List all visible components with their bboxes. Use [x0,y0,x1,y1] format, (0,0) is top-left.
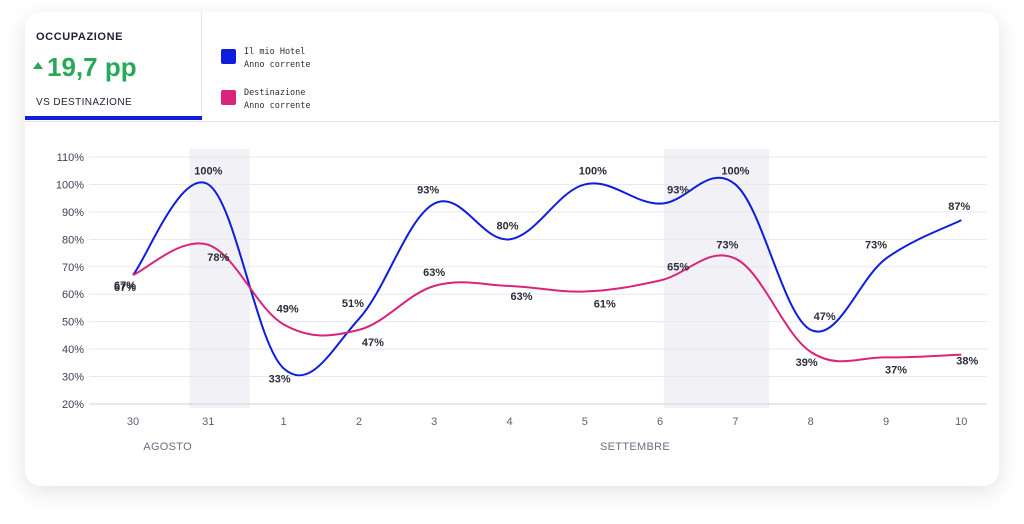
legend-label-destination: Destinazione Anno corrente [244,87,384,113]
month-label: SETTEMBRE [600,441,670,453]
legend-line1: Il mio Hotel [244,47,306,57]
data-label: 49% [277,303,299,315]
legend-swatch-hotel [221,49,236,64]
highlight-band [663,149,770,408]
x-tick-label: 8 [808,416,814,428]
x-tick-label: 9 [883,416,889,428]
series-line-destination [132,242,962,363]
data-label: 38% [956,356,978,368]
data-label: 47% [814,311,836,323]
data-label: 63% [510,291,532,303]
x-tick-label: 2 [356,416,362,428]
highlight-band [189,149,250,408]
kpi-title: OCCUPAZIONE [36,31,124,43]
legend-label-hotel: Il mio Hotel Anno corrente [244,46,384,72]
y-tick-label: 50% [62,317,84,329]
month-label: AGOSTO [143,441,192,453]
data-label: 39% [796,357,818,369]
legend-line2: Anno corrente [244,101,311,111]
trend-up-icon [33,62,43,69]
y-tick-label: 90% [62,207,84,219]
legend-line1: Destinazione [244,88,306,98]
kpi-value: 19,7 pp [33,52,137,83]
kpi-subtitle: VS DESTINAZIONE [36,97,133,108]
x-tick-label: 10 [955,416,967,428]
series-line-hotel [132,176,962,377]
data-label: 73% [865,240,887,252]
data-label: 65% [667,262,689,274]
y-tick-label: 70% [62,262,84,274]
y-tick-label: 110% [57,152,85,164]
x-tick-label: 4 [506,416,512,428]
data-label: 67% [114,280,136,292]
data-label: 100% [194,165,222,177]
y-tick-label: 40% [62,344,84,356]
y-tick-label: 20% [62,399,84,411]
y-tick-label: 30% [62,372,84,384]
data-label: 100% [721,165,749,177]
data-label: 37% [885,364,907,376]
data-label: 80% [496,220,518,232]
data-label: 73% [716,240,738,252]
occupancy-line-chart: 20% 30% 40% 50% 60% 70% 80% 90% 100% 110% 30 31 1 2 3 4… [56,149,987,453]
x-tick-label: 7 [732,416,738,428]
legend-line2: Anno corrente [244,60,311,70]
data-label: 51% [342,298,364,310]
kpi-active-indicator [25,116,202,120]
data-label: 93% [667,185,689,197]
y-tick-label: 100% [56,179,84,191]
x-tick-label: 30 [127,416,139,428]
data-label: 100% [579,165,607,177]
kpi-panel: OCCUPAZIONE 19,7 pp VS DESTINAZIONE [25,12,202,118]
x-tick-label: 31 [202,416,214,428]
x-tick-label: 5 [582,416,588,428]
data-label: 87% [948,201,970,213]
data-label: 78% [207,252,229,264]
legend-swatch-destination [221,90,236,105]
x-tick-label: 1 [281,416,287,428]
data-label: 61% [594,298,616,310]
data-label: 93% [417,185,439,197]
data-label: 47% [362,337,384,349]
x-tick-label: 3 [431,416,437,428]
y-tick-label: 60% [62,289,84,301]
data-label: 67% [114,282,136,294]
card-header: OCCUPAZIONE 19,7 pp VS DESTINAZIONE Il m… [25,12,999,122]
kpi-value-text: 19,7 pp [47,52,137,82]
data-label: 33% [269,373,291,385]
data-label: 63% [423,267,445,279]
y-tick-label: 80% [62,234,84,246]
x-tick-label: 6 [657,416,663,428]
occupancy-card: OCCUPAZIONE 19,7 pp VS DESTINAZIONE Il m… [25,12,999,486]
